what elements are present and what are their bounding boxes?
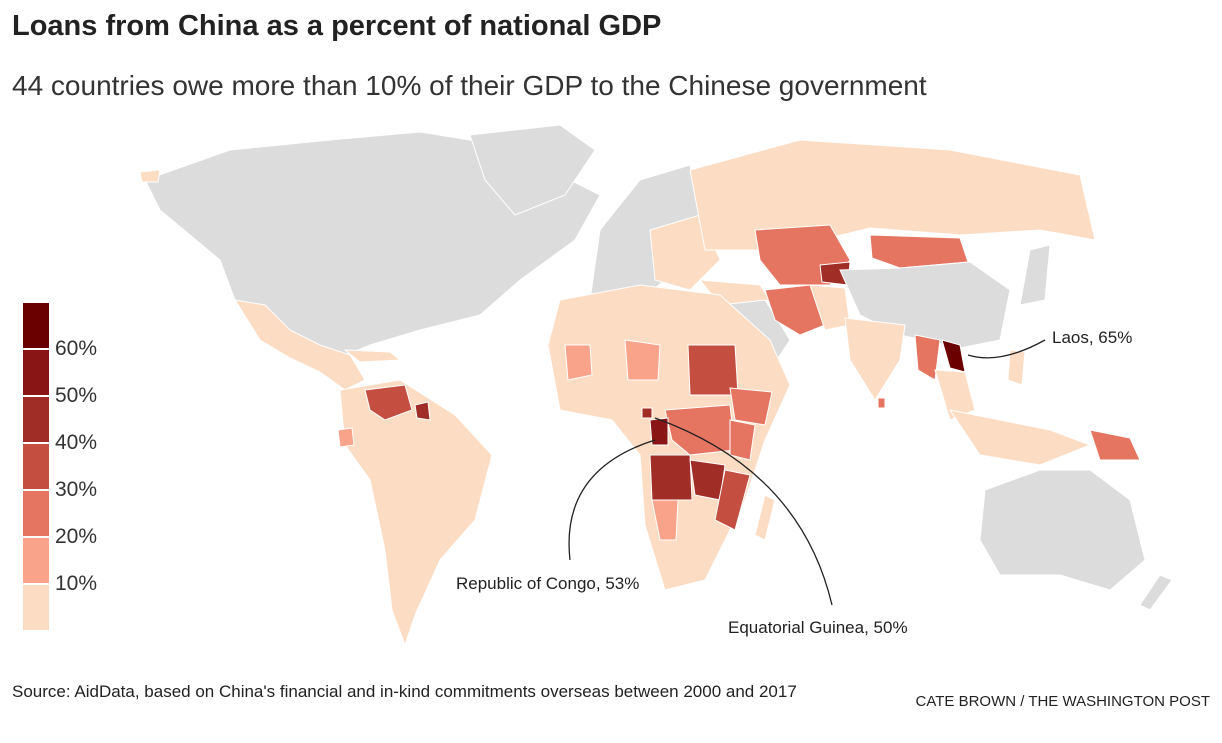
chart-subtitle: 44 countries owe more than 10% of their …	[12, 70, 927, 101]
legend-label: 20%	[55, 525, 98, 548]
legend-label: 10%	[55, 572, 98, 595]
namibia	[651, 499, 679, 541]
color-legend: 60% 50% 40% 30% 20% 10%	[23, 303, 97, 632]
legend-swatch-20-30	[23, 491, 49, 536]
niger-region	[624, 339, 661, 381]
credit-line: CATE BROWN / THE WASHINGTON POST	[915, 693, 1210, 710]
kenya-tanzania	[729, 419, 756, 461]
madagascar	[754, 494, 776, 541]
papua-new-guinea	[1089, 429, 1141, 461]
iran	[764, 284, 826, 336]
new-zealand	[1139, 574, 1173, 611]
eq-guinea-arrow	[654, 417, 833, 606]
alaska-west	[139, 169, 161, 183]
caribbean	[343, 349, 402, 363]
annotation-eq-guinea: Equatorial Guinea, 50%	[728, 618, 908, 637]
south-america	[339, 379, 493, 647]
laos-arrow	[967, 339, 1046, 359]
legend-swatch-0-10	[23, 585, 49, 630]
greenland	[469, 124, 596, 216]
venezuela	[364, 384, 413, 421]
angola	[649, 454, 693, 501]
chart-title: Loans from China as a percent of nationa…	[12, 10, 662, 42]
legend-swatch-40-50	[23, 397, 49, 442]
equatorial-guinea	[641, 407, 653, 419]
ecuador	[337, 427, 355, 448]
philippines	[1007, 349, 1026, 386]
congo-arrow	[568, 439, 656, 561]
source-note: Source: AidData, based on China's financ…	[12, 682, 797, 701]
guyana	[414, 401, 431, 421]
republic-of-congo	[649, 417, 669, 446]
legend-swatch-60plus	[23, 303, 49, 348]
legend-label: 30%	[55, 478, 98, 501]
mexico-central-america	[233, 299, 366, 391]
annotation-laos: Laos, 65%	[1052, 328, 1133, 347]
annotation-congo: Republic of Congo, 53%	[456, 574, 640, 593]
japan	[1019, 244, 1051, 306]
legend-swatch-10-20	[23, 538, 49, 583]
indonesia	[948, 409, 1092, 466]
central-africa	[664, 404, 736, 456]
india	[844, 317, 906, 401]
legend-swatch-30-40	[23, 444, 49, 489]
west-africa	[564, 344, 593, 381]
russia	[689, 139, 1096, 251]
australia	[979, 469, 1146, 591]
legend-swatch-50-60	[23, 350, 49, 395]
sudan	[687, 344, 739, 396]
legend-label: 50%	[55, 384, 98, 407]
sri-lanka	[877, 397, 886, 409]
myanmar	[914, 334, 941, 381]
southeast-asia	[934, 369, 976, 421]
mozambique	[714, 469, 751, 531]
ethiopia	[729, 387, 773, 426]
legend-label: 40%	[55, 431, 98, 454]
legend-label: 60%	[55, 337, 98, 360]
